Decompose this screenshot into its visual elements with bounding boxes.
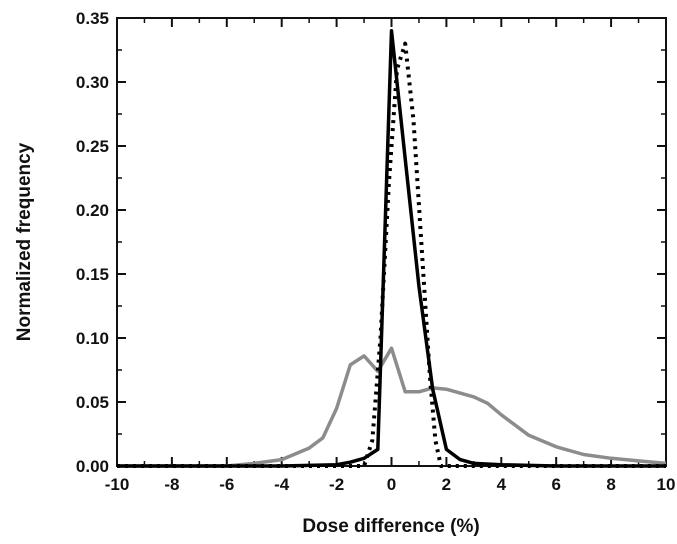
x-tick-label: -8 — [164, 475, 179, 494]
series-layer — [117, 29, 667, 468]
y-tick-label: 0.25 — [76, 137, 109, 156]
x-tick-label: 4 — [497, 475, 507, 494]
x-tick-label: 2 — [442, 475, 451, 494]
y-tick-label: 0.20 — [76, 201, 109, 220]
y-tick-label: 0.35 — [76, 9, 109, 28]
x-tick-label: 6 — [551, 475, 560, 494]
series-line-black-dotted — [117, 41, 666, 468]
y-tick-label: 0.10 — [76, 329, 109, 348]
y-tick-label: 0.00 — [76, 457, 109, 476]
plot-frame — [116, 17, 667, 467]
y-tick-label: 0.05 — [76, 393, 109, 412]
x-tick-label: -6 — [219, 475, 234, 494]
y-tick-label: 0.15 — [76, 265, 109, 284]
x-tick-label: 8 — [606, 475, 615, 494]
y-axis-ticks: 0.00 0.05 0.10 0.15 0.20 0.25 0.30 0.35 — [76, 9, 666, 476]
x-axis-ticks: -10 -8 -6 -4 -2 0 2 4 6 8 10 — [105, 18, 676, 494]
y-axis-title: Normalized frequency — [14, 142, 35, 341]
x-tick-label: -10 — [105, 475, 130, 494]
series-line-gray — [117, 346, 667, 468]
x-tick-label: 10 — [657, 475, 676, 494]
x-tick-label: -2 — [329, 475, 344, 494]
x-tick-label: 0 — [387, 475, 396, 494]
y-tick-label: 0.30 — [76, 73, 109, 92]
x-axis-title: Dose difference (%) — [302, 516, 479, 537]
x-tick-label: -4 — [274, 475, 290, 494]
series-line-black-solid — [117, 29, 666, 468]
